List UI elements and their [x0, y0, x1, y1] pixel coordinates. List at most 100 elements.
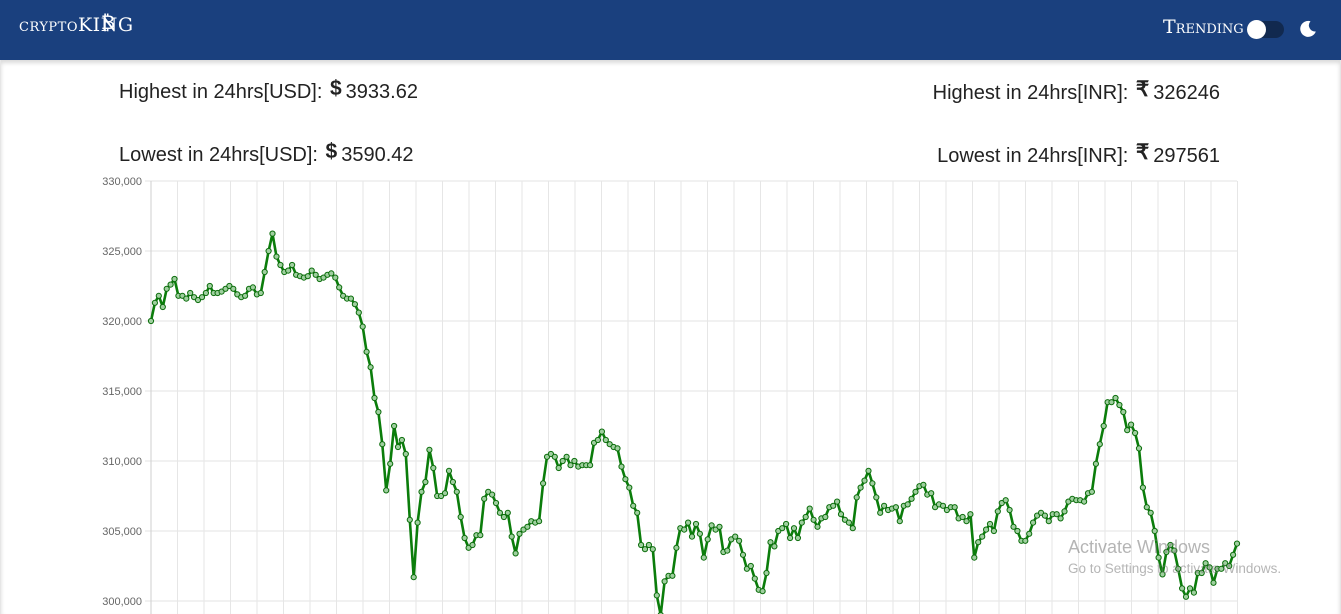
- data-point[interactable]: [849, 525, 856, 532]
- data-point[interactable]: [504, 509, 511, 516]
- data-point[interactable]: [790, 525, 798, 532]
- data-point[interactable]: [939, 502, 947, 509]
- data-point[interactable]: [163, 285, 170, 292]
- data-point[interactable]: [673, 544, 680, 551]
- data-point[interactable]: [1210, 579, 1217, 586]
- data-point[interactable]: [453, 488, 460, 495]
- data-point[interactable]: [661, 578, 668, 585]
- data-point[interactable]: [1053, 511, 1060, 518]
- data-point[interactable]: [618, 463, 625, 470]
- data-point[interactable]: [771, 543, 778, 550]
- data-point[interactable]: [1139, 484, 1147, 491]
- data-point[interactable]: [508, 533, 515, 540]
- data-point[interactable]: [1159, 571, 1166, 578]
- data-point[interactable]: [873, 494, 880, 501]
- data-point[interactable]: [422, 478, 429, 486]
- data-point[interactable]: [861, 477, 868, 484]
- moon-icon[interactable]: [1298, 19, 1318, 39]
- data-point[interactable]: [688, 533, 696, 540]
- data-point[interactable]: [739, 551, 747, 558]
- data-point[interactable]: [1175, 565, 1182, 572]
- data-point[interactable]: [1108, 399, 1115, 406]
- data-point[interactable]: [230, 285, 237, 292]
- data-point[interactable]: [1081, 498, 1088, 505]
- data-point[interactable]: [536, 518, 543, 525]
- data-point[interactable]: [1190, 589, 1198, 596]
- data-point[interactable]: [363, 348, 370, 355]
- data-point[interactable]: [430, 464, 437, 472]
- data-point[interactable]: [1218, 565, 1225, 572]
- data-point[interactable]: [877, 509, 884, 516]
- data-point[interactable]: [1202, 560, 1209, 567]
- data-point[interactable]: [692, 520, 700, 528]
- data-point[interactable]: [1010, 523, 1017, 530]
- data-point[interactable]: [908, 495, 915, 502]
- data-point[interactable]: [524, 523, 531, 530]
- data-point[interactable]: [798, 519, 805, 526]
- data-point[interactable]: [202, 289, 209, 297]
- data-point[interactable]: [492, 499, 500, 507]
- data-point[interactable]: [308, 267, 315, 274]
- data-point[interactable]: [481, 495, 488, 502]
- data-point[interactable]: [371, 394, 378, 402]
- data-point[interactable]: [567, 462, 574, 469]
- data-point[interactable]: [1041, 512, 1049, 519]
- data-point[interactable]: [445, 467, 453, 474]
- data-point[interactable]: [426, 446, 433, 453]
- data-point[interactable]: [265, 247, 272, 255]
- data-point[interactable]: [1132, 429, 1139, 437]
- data-point[interactable]: [355, 309, 362, 316]
- data-point[interactable]: [669, 572, 676, 579]
- data-point[interactable]: [261, 268, 268, 276]
- data-point[interactable]: [1124, 427, 1131, 434]
- data-point[interactable]: [312, 271, 319, 278]
- data-point[interactable]: [837, 511, 845, 518]
- data-point[interactable]: [1206, 564, 1213, 571]
- data-point[interactable]: [634, 509, 641, 516]
- data-point[interactable]: [394, 443, 402, 451]
- data-point[interactable]: [304, 273, 311, 280]
- data-point[interactable]: [794, 534, 802, 542]
- data-point[interactable]: [1057, 515, 1064, 522]
- data-point[interactable]: [198, 294, 206, 301]
- data-point[interactable]: [971, 554, 978, 561]
- data-point[interactable]: [779, 525, 786, 532]
- data-point[interactable]: [983, 526, 990, 533]
- data-point[interactable]: [359, 323, 366, 330]
- data-point[interactable]: [1163, 548, 1170, 556]
- data-point[interactable]: [763, 569, 770, 577]
- data-point[interactable]: [187, 289, 194, 297]
- data-point[interactable]: [167, 281, 174, 288]
- data-point[interactable]: [975, 539, 982, 546]
- data-point[interactable]: [724, 547, 731, 554]
- data-point[interactable]: [1230, 551, 1237, 558]
- data-point[interactable]: [834, 498, 841, 505]
- data-point[interactable]: [994, 508, 1001, 515]
- data-point[interactable]: [367, 364, 374, 371]
- data-point[interactable]: [1030, 519, 1037, 526]
- data-point[interactable]: [853, 494, 860, 501]
- data-point[interactable]: [1088, 488, 1096, 495]
- data-point[interactable]: [963, 518, 970, 525]
- data-point[interactable]: [571, 457, 578, 465]
- data-point[interactable]: [1045, 518, 1052, 525]
- data-point[interactable]: [418, 488, 425, 495]
- data-point[interactable]: [410, 574, 417, 581]
- data-point[interactable]: [951, 504, 958, 511]
- data-point[interactable]: [1061, 508, 1068, 515]
- data-point[interactable]: [857, 484, 864, 491]
- data-point[interactable]: [892, 504, 900, 511]
- data-point[interactable]: [206, 282, 213, 290]
- data-point[interactable]: [391, 422, 398, 430]
- data-point[interactable]: [559, 457, 566, 465]
- data-point[interactable]: [461, 534, 468, 542]
- data-point[interactable]: [1026, 530, 1033, 537]
- data-point[interactable]: [638, 541, 645, 549]
- data-point[interactable]: [747, 562, 754, 570]
- data-point[interactable]: [653, 592, 660, 599]
- data-point[interactable]: [1182, 593, 1190, 600]
- data-point[interactable]: [551, 453, 558, 460]
- data-point[interactable]: [845, 519, 853, 526]
- data-point[interactable]: [441, 490, 449, 497]
- data-point[interactable]: [869, 480, 876, 487]
